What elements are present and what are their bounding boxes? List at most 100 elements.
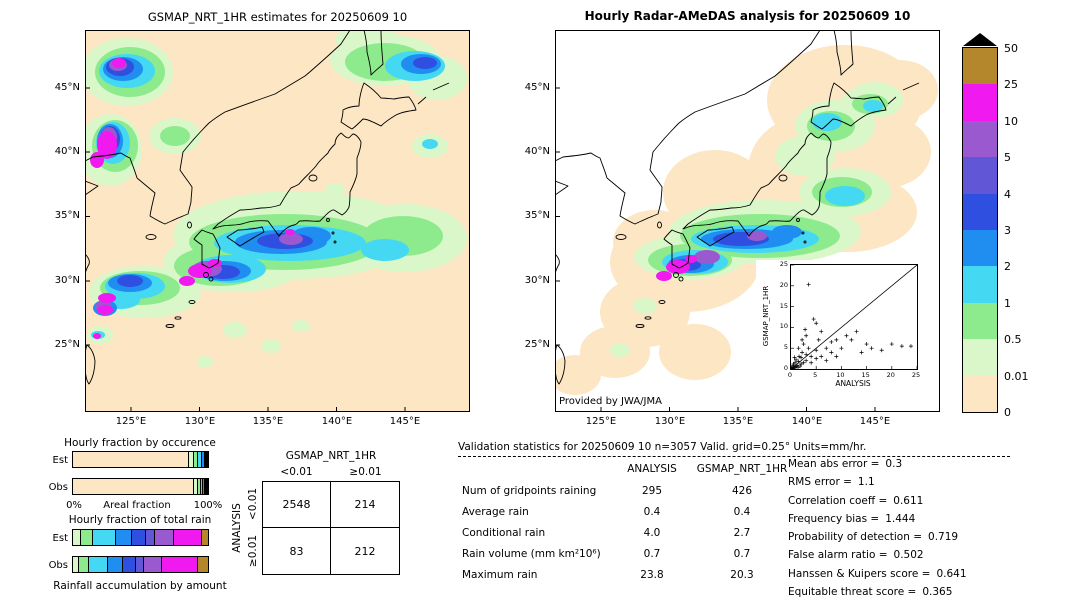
- total-rain-bar-obs: [72, 556, 209, 573]
- colorbar-label: 1: [1004, 296, 1011, 310]
- right-lon-135: 135°E: [722, 416, 754, 427]
- bar-segment-2-3: [200, 452, 204, 467]
- left-lat-35: 35°N: [54, 210, 80, 221]
- validation-row-label: Rain volume (mm km²10⁶): [462, 548, 601, 560]
- inset-xlabel: ANALYSIS: [835, 379, 871, 388]
- left-map-ticks: [85, 87, 406, 412]
- contingency-table: 2548 214 83 212: [262, 481, 400, 575]
- inset-ytick: 25: [779, 260, 788, 268]
- validation-value: 295: [641, 485, 663, 497]
- left-lat-25: 25°N: [54, 339, 80, 350]
- validation-value: 0.7: [733, 548, 751, 560]
- colorbar-overflow-triangle: [963, 33, 997, 46]
- bar-segment-3-4: [204, 479, 206, 494]
- contingency-row-label-0: <0.01: [247, 487, 259, 521]
- bar-segment-2-3: [202, 479, 205, 494]
- inset-ytick: 15: [779, 301, 788, 310]
- score-label: Mean abs error =: [788, 458, 880, 470]
- right-lat-35: 35°N: [524, 210, 550, 221]
- bar-segment-0.5-1: [78, 557, 88, 572]
- bar-segment-3-4: [121, 557, 136, 572]
- validation-col-analysis: ANALYSIS: [627, 463, 677, 475]
- score-line: RMS error = 1.1: [788, 476, 967, 494]
- bar-segment-3-4: [131, 530, 145, 545]
- bar-segment-0.01-0.5: [73, 530, 80, 545]
- bar-segment-0.01-0.5: [193, 479, 198, 494]
- score-label: Probability of detection =: [788, 531, 923, 544]
- total-rain-bar-est: [72, 529, 209, 546]
- inset-ylabel: GSMAP_NRT_1HR: [762, 285, 770, 347]
- total-rain-obs-label: Obs: [48, 560, 68, 571]
- inset-xtick: 15: [861, 371, 870, 379]
- bar-segment-5-10: [143, 557, 161, 572]
- colorbar-label: 0: [1004, 406, 1011, 419]
- score-value: 0.641: [936, 567, 967, 580]
- occurrence-bar-obs: [72, 478, 209, 495]
- areal-fraction-100: 100%: [193, 500, 223, 511]
- bar-segment-1-2: [87, 557, 107, 572]
- score-value: 0.611: [893, 494, 924, 507]
- validation-value: 426: [731, 485, 753, 497]
- bar-segment-10-25: [207, 479, 209, 494]
- score-label: RMS error =: [788, 476, 852, 489]
- score-label: False alarm ratio =: [788, 549, 888, 562]
- validation-col-gsmap: GSMAP_NRT_1HR: [696, 463, 788, 475]
- total-rain-caption: Rainfall accumulation by amount: [53, 580, 227, 592]
- bar-segment-1-2: [196, 452, 201, 467]
- inset-scatter: GSMAP_NRT_1HR 0 5 10 15 20 25 0 5 10 15 20 25 ANAL…: [756, 260, 920, 390]
- inset-xtick: 5: [813, 371, 818, 379]
- contingency-cell-10: 83: [263, 528, 331, 574]
- bar-segment-5-10: [206, 479, 208, 494]
- occurrence-bar-est: [72, 451, 209, 468]
- contingency-cell-11: 212: [354, 544, 376, 558]
- score-value: 0.3: [885, 458, 903, 470]
- left-lon-135: 135°E: [252, 416, 284, 427]
- colorbar-label: 10: [1004, 114, 1018, 128]
- right-lat-30: 30°N: [524, 275, 550, 286]
- bar-segment-0.01-0.5: [73, 557, 79, 572]
- bar-segment-10-25: [160, 557, 198, 572]
- bar-segment-10-25: [172, 530, 202, 545]
- colorbar-segment: [963, 48, 997, 85]
- occurrence-title: Hourly fraction by occurence: [64, 437, 216, 449]
- bar-segment-4-5: [135, 557, 144, 572]
- left-map-title: GSMAP_NRT_1HR estimates for 20250609 10: [147, 10, 408, 24]
- contingency-cell-01: 214: [331, 482, 399, 528]
- inset-xtick: 10: [836, 371, 845, 379]
- validation-value: 0.4: [643, 506, 661, 518]
- gsmap-precipitation-map: [85, 30, 470, 412]
- bar-segment-1-2: [199, 479, 203, 494]
- bar-segment-0-0.01: [73, 452, 188, 467]
- score-line: Mean abs error = 0.3: [788, 458, 967, 476]
- right-lon-140: 140°E: [791, 416, 823, 427]
- score-label: Frequency bias =: [788, 512, 880, 525]
- right-map-title: Hourly Radar-AMeDAS analysis for 2025060…: [584, 9, 911, 23]
- right-lon-125: 125°E: [585, 416, 617, 427]
- colorbar-segment: [963, 157, 997, 194]
- bar-segment-2-3: [114, 530, 132, 545]
- colorbar-label: 25: [1004, 78, 1018, 92]
- colorbar-label: 4: [1004, 187, 1011, 201]
- validation-row-label: Maximum rain: [462, 569, 538, 581]
- total-rain-title: Hourly fraction of total rain: [68, 514, 212, 526]
- validation-row-label: Num of gridpoints raining: [462, 485, 597, 497]
- validation-value: 4.0: [643, 527, 661, 539]
- score-label: Correlation coeff =: [788, 494, 888, 507]
- colorbar-segment: [963, 120, 997, 158]
- left-lat-45: 45°N: [54, 82, 80, 93]
- colorbar-segment: [963, 266, 997, 303]
- bar-segment-2-3: [106, 557, 122, 572]
- colorbar-segment: [963, 84, 997, 121]
- validation-row-label: Average rain: [462, 506, 529, 518]
- score-line: Equitable threat score = 0.365: [788, 586, 967, 604]
- validation-title: Validation statistics for 20250609 10 n=…: [458, 441, 867, 453]
- right-lon-145: 145°E: [859, 416, 891, 427]
- inset-xtick: 25: [911, 371, 921, 379]
- inset-xtick: 20: [886, 371, 895, 379]
- score-line: Frequency bias = 1.444: [788, 513, 967, 531]
- occurrence-est-label: Est: [52, 455, 68, 466]
- inset-ytick: 0: [783, 364, 788, 372]
- occurrence-obs-label: Obs: [48, 482, 68, 493]
- bar-segment-5-10: [206, 452, 208, 467]
